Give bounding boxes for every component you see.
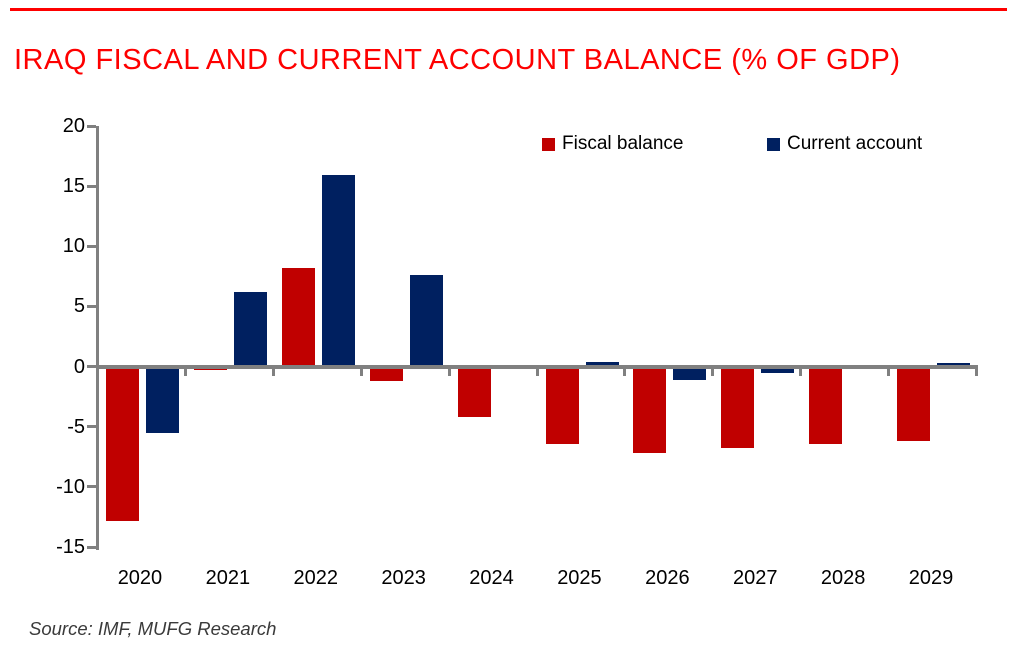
x-axis-label-2025: 2025 bbox=[557, 567, 602, 589]
bar-current-2023 bbox=[409, 275, 443, 367]
bar-fiscal-2028 bbox=[809, 366, 843, 444]
y-axis-line bbox=[96, 126, 99, 551]
y-axis-label-20: 20 bbox=[62, 115, 85, 137]
y-axis-label-15: 15 bbox=[62, 175, 85, 198]
x-axis-tick bbox=[975, 368, 978, 376]
fiscal-legend-label: Fiscal balance bbox=[562, 133, 684, 154]
x-axis-label-2029: 2029 bbox=[908, 567, 954, 589]
y-axis-tick bbox=[87, 425, 96, 429]
bar-fiscal-2023 bbox=[369, 366, 403, 382]
bar-fiscal-2029 bbox=[897, 366, 931, 442]
x-axis-tick bbox=[359, 368, 363, 376]
x-axis-line bbox=[96, 364, 978, 369]
bar-current-2022 bbox=[321, 175, 355, 367]
x-axis-tick bbox=[447, 368, 451, 376]
top-accent-rule bbox=[10, 8, 1007, 11]
x-axis-tick bbox=[887, 368, 891, 376]
y-axis-label--10: -10 bbox=[56, 475, 85, 498]
bar-fiscal-2024 bbox=[457, 366, 491, 418]
bar-fiscal-2025 bbox=[545, 366, 579, 444]
current-legend-label: Current account bbox=[787, 133, 923, 154]
bar-fiscal-2027 bbox=[721, 366, 755, 449]
x-axis-label-2027: 2027 bbox=[732, 567, 778, 589]
chart-title: IRAQ FISCAL AND CURRENT ACCOUNT BALANCE … bbox=[14, 44, 901, 76]
y-axis-tick bbox=[87, 184, 96, 188]
y-axis-label-5: 5 bbox=[73, 295, 85, 318]
x-axis-tick bbox=[799, 368, 803, 376]
x-axis-label-2024: 2024 bbox=[469, 567, 514, 589]
bar-current-2020 bbox=[146, 366, 179, 433]
bar-current-2027 bbox=[761, 366, 795, 373]
current-legend-swatch bbox=[767, 137, 780, 151]
bar-current-2025 bbox=[585, 361, 619, 367]
y-axis-tick bbox=[87, 365, 96, 369]
bar-current-2021 bbox=[233, 292, 267, 367]
y-axis-label-0: 0 bbox=[73, 355, 85, 378]
source-note: Source: IMF, MUFG Research bbox=[29, 618, 277, 639]
x-axis-label-2020: 2020 bbox=[117, 567, 163, 589]
y-axis-tick bbox=[87, 304, 96, 308]
x-axis-tick bbox=[623, 368, 627, 376]
y-axis-label--15: -15 bbox=[56, 536, 85, 559]
y-axis-tick bbox=[87, 124, 96, 128]
bar-current-2026 bbox=[673, 366, 707, 380]
x-axis-tick bbox=[711, 368, 715, 376]
legend-item-fiscal: Fiscal balance bbox=[542, 134, 683, 154]
x-axis-tick bbox=[535, 368, 539, 376]
x-axis-label-2021: 2021 bbox=[205, 567, 251, 589]
bar-fiscal-2020 bbox=[106, 366, 139, 521]
y-axis-tick bbox=[87, 485, 96, 489]
x-axis-label-2026: 2026 bbox=[645, 567, 690, 589]
x-axis-label-2023: 2023 bbox=[381, 567, 426, 589]
x-axis-tick bbox=[96, 368, 99, 376]
bar-fiscal-2022 bbox=[281, 267, 315, 367]
x-axis-label-2028: 2028 bbox=[820, 567, 866, 589]
x-axis-tick bbox=[183, 368, 187, 376]
y-axis-tick bbox=[87, 244, 96, 248]
y-axis-label-10: 10 bbox=[62, 235, 85, 258]
bar-fiscal-2026 bbox=[633, 366, 667, 454]
x-axis-label-2022: 2022 bbox=[293, 567, 338, 589]
legend-item-current: Current account bbox=[767, 134, 922, 154]
y-axis-label--5: -5 bbox=[67, 415, 85, 438]
fiscal-legend-swatch bbox=[542, 137, 555, 151]
y-axis-tick bbox=[87, 545, 96, 549]
x-axis-tick bbox=[271, 368, 275, 376]
